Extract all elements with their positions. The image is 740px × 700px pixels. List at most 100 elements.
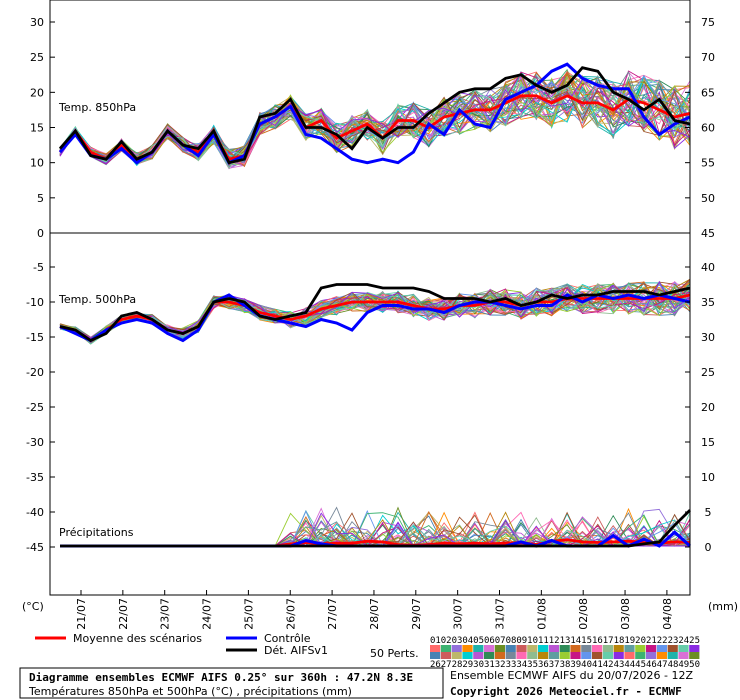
pert-number: 26 — [430, 660, 441, 670]
pert-swatch — [635, 652, 646, 659]
pert-swatch — [613, 652, 624, 659]
pert-swatch — [484, 645, 495, 652]
pert-number: 04 — [462, 636, 473, 646]
series-line-det-2 — [60, 509, 691, 548]
pert-swatch — [451, 652, 462, 659]
y2-tick-850: 50 — [701, 192, 715, 205]
y-tick-500: -35 — [26, 471, 44, 484]
pert-number: 03 — [452, 636, 463, 646]
member-line-850 — [59, 83, 691, 165]
y2-tick-precip: 40 — [701, 261, 715, 274]
y-tick-850: 5 — [37, 192, 44, 205]
footer-copyright: Copyright 2026 Meteociel.fr - ECMWF — [450, 685, 682, 698]
left-unit: (°C) — [22, 600, 44, 613]
pert-number: 01 — [430, 636, 441, 646]
pert-swatch — [624, 645, 635, 652]
pert-number: 27 — [441, 660, 452, 670]
pert-swatch — [559, 652, 570, 659]
x-tick-label: 01/08 — [535, 598, 548, 630]
pert-swatch — [678, 652, 689, 659]
pert-swatch — [538, 645, 549, 652]
pert-number: 47 — [657, 660, 668, 670]
pert-swatch — [689, 645, 700, 652]
pert-swatch — [548, 645, 559, 652]
pert-number: 28 — [452, 660, 463, 670]
pert-swatch — [581, 652, 592, 659]
pert-number: 33 — [506, 660, 517, 670]
x-tick-label: 24/07 — [201, 598, 214, 630]
pert-swatch — [559, 645, 570, 652]
pert-swatch — [516, 652, 527, 659]
pert-number: 19 — [624, 636, 635, 646]
pert-swatch — [667, 645, 678, 652]
pert-swatch — [494, 652, 505, 659]
pert-swatch — [570, 652, 581, 659]
pert-number: 09 — [516, 636, 527, 646]
pert-swatch — [570, 645, 581, 652]
y2-tick-850: 70 — [701, 51, 715, 64]
pert-swatch — [602, 652, 613, 659]
y-tick-850: 15 — [30, 122, 44, 135]
pert-number: 02 — [441, 636, 452, 646]
x-tick-label: 28/07 — [368, 598, 381, 630]
pert-number: 10 — [527, 636, 538, 646]
pert-number: 37 — [549, 660, 560, 670]
pert-swatch — [624, 652, 635, 659]
pert-swatch — [592, 645, 603, 652]
footer-box — [19, 667, 444, 699]
pert-number: 36 — [538, 660, 549, 670]
pert-swatch — [473, 652, 484, 659]
pert-swatch — [646, 645, 657, 652]
pert-swatch — [484, 652, 495, 659]
pert-swatch — [473, 645, 484, 652]
pert-number: 25 — [689, 636, 700, 646]
pert-swatch — [646, 652, 657, 659]
pert-number: 15 — [581, 636, 592, 646]
pert-number: 39 — [570, 660, 581, 670]
y-tick-500: -10 — [26, 296, 44, 309]
y2-tick-precip: 0 — [705, 541, 712, 554]
x-tick-label: 23/07 — [159, 598, 172, 630]
pert-number: 21 — [646, 636, 657, 646]
legend-det-label: Dét. AIFSv1 — [264, 644, 328, 657]
pert-number: 13 — [560, 636, 571, 646]
pert-swatch — [527, 645, 538, 652]
member-line-850 — [59, 81, 691, 170]
member-line-500 — [59, 283, 691, 345]
pert-number: 16 — [592, 636, 603, 646]
legend-perts-label: 50 Perts. — [370, 647, 419, 660]
pert-number: 12 — [549, 636, 560, 646]
main-series — [58, 62, 692, 548]
pert-number: 14 — [570, 636, 581, 646]
y-tick-850: 0 — [37, 227, 44, 240]
pert-number: 30 — [473, 660, 484, 670]
y2-tick-precip: 35 — [701, 296, 715, 309]
x-tick-label: 21/07 — [75, 598, 88, 630]
pert-swatch — [667, 652, 678, 659]
legend-control-label: Contrôle — [264, 632, 311, 645]
y-tick-500: -30 — [26, 436, 44, 449]
member-line-850 — [59, 73, 691, 161]
frame-lower — [49, 232, 691, 596]
member-line-850 — [59, 74, 691, 167]
pert-number: 23 — [668, 636, 679, 646]
pert-swatch — [548, 652, 559, 659]
pert-number: 44 — [624, 660, 635, 670]
pert-swatch — [451, 645, 462, 652]
pert-swatch — [516, 645, 527, 652]
pert-swatch — [602, 645, 613, 652]
y2-tick-precip: 10 — [701, 471, 715, 484]
y2-tick-850: 65 — [701, 86, 715, 99]
pert-swatch — [494, 645, 505, 652]
y-tick-500: -40 — [26, 506, 44, 519]
pert-number: 46 — [646, 660, 657, 670]
pert-number: 50 — [689, 660, 700, 670]
footer-subtitle: Températures 850hPa et 500hPa (°C) , pré… — [28, 685, 352, 698]
panel-label-850: Temp. 850hPa — [58, 101, 136, 114]
pert-number: 32 — [495, 660, 506, 670]
footer-title: Diagramme ensembles ECMWF AIFS 0.25° sur… — [29, 671, 413, 684]
pert-number: 45 — [635, 660, 646, 670]
x-tick-label: 29/07 — [410, 598, 423, 630]
y-tick-500: -5 — [33, 261, 44, 274]
